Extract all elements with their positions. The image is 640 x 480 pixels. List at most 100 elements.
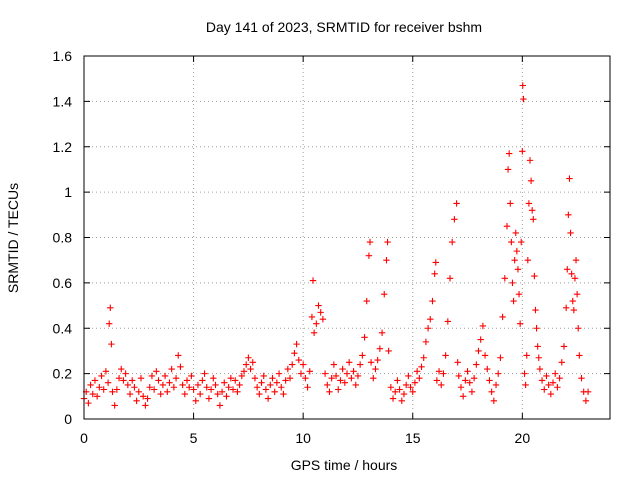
data-point [565, 211, 572, 219]
data-point [192, 397, 199, 405]
data-point [530, 216, 537, 223]
data-point [442, 352, 449, 359]
data-point [387, 384, 395, 391]
y-tick-label: 0.4 [53, 320, 73, 336]
data-point [155, 377, 162, 384]
data-point [210, 374, 217, 382]
chart-title: Day 141 of 2023, SRMTID for receiver bsh… [206, 19, 482, 35]
data-point [161, 372, 169, 380]
data-point [262, 386, 270, 393]
data-point [490, 397, 498, 405]
data-point [466, 379, 473, 386]
x-tick-label: 15 [405, 430, 421, 446]
data-point [411, 379, 419, 386]
x-tick-label: 20 [515, 430, 531, 446]
data-point [328, 374, 335, 382]
data-point [175, 352, 182, 359]
data-point [168, 365, 175, 373]
data-point [431, 270, 438, 277]
data-point [236, 381, 243, 389]
data-point [520, 95, 527, 103]
data-point [409, 388, 416, 395]
data-point [554, 384, 561, 391]
data-point [558, 359, 565, 366]
data-point [148, 372, 156, 380]
data-point [470, 374, 478, 382]
data-point [122, 370, 129, 377]
data-point [104, 379, 112, 386]
data-point [310, 329, 318, 336]
data-point [309, 277, 317, 284]
data-point [131, 384, 138, 391]
x-axis-label: GPS time / hours [291, 457, 398, 473]
data-point [398, 397, 405, 405]
data-point [343, 370, 351, 377]
data-point [532, 306, 539, 314]
data-point [332, 372, 340, 380]
data-point [172, 374, 180, 382]
data-point [402, 381, 410, 389]
x-tick-label: 10 [295, 430, 311, 446]
data-point [238, 372, 245, 380]
data-point [541, 386, 548, 393]
data-point [545, 381, 552, 389]
data-point [245, 354, 252, 361]
data-point [505, 150, 513, 157]
data-point [133, 397, 140, 405]
data-point [225, 384, 232, 391]
data-point [473, 361, 480, 368]
data-point [253, 384, 261, 391]
data-point [302, 374, 309, 382]
data-point [515, 291, 523, 298]
data-point [299, 361, 307, 368]
data-point [157, 390, 164, 398]
y-tick-label: 0.6 [53, 275, 73, 291]
data-point [96, 384, 103, 391]
data-point [240, 368, 248, 375]
data-points [80, 82, 592, 409]
data-point [275, 370, 283, 377]
y-tick-label: 0.8 [53, 230, 73, 246]
data-point [223, 393, 230, 400]
data-point [438, 381, 445, 389]
data-point [564, 266, 571, 273]
data-point [575, 325, 582, 332]
data-point [194, 381, 202, 389]
data-point [354, 372, 362, 380]
data-point [214, 390, 221, 398]
data-point [525, 200, 533, 207]
data-point [518, 238, 525, 246]
data-point [308, 313, 316, 321]
data-point [584, 388, 592, 395]
data-point [508, 238, 515, 246]
data-point [146, 384, 153, 391]
data-point [313, 320, 320, 327]
data-point [536, 365, 544, 373]
data-point [385, 347, 392, 355]
data-point [129, 377, 136, 384]
data-point [533, 325, 540, 332]
data-point [405, 372, 412, 380]
data-point [164, 388, 171, 395]
data-point [345, 359, 353, 366]
y-tick-label: 0 [64, 411, 72, 427]
data-point [199, 377, 206, 384]
data-point [324, 381, 331, 389]
data-point [384, 238, 391, 246]
data-point [538, 377, 546, 384]
data-point [543, 372, 550, 380]
data-point [451, 216, 458, 223]
data-point [218, 388, 226, 395]
data-point [510, 297, 517, 305]
data-point [293, 340, 300, 348]
data-point [549, 379, 557, 386]
data-point [321, 370, 329, 377]
data-point [87, 381, 94, 389]
data-point [504, 166, 512, 173]
data-point [341, 379, 349, 386]
x-axis: 0 5 10 15 20 [80, 56, 530, 446]
data-point [183, 377, 191, 384]
data-point [477, 336, 484, 343]
data-point [392, 388, 399, 395]
data-point [528, 207, 536, 214]
